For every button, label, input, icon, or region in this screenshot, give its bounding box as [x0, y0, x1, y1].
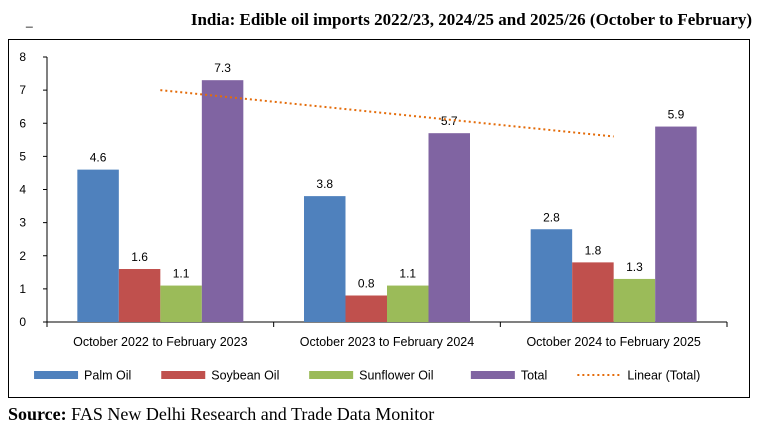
data-label: 1.3 [626, 260, 643, 274]
y-tick-label: 4 [19, 183, 26, 197]
bar-palm-oil [304, 196, 346, 322]
chart-title: India: Edible oil imports 2022/23, 2024/… [190, 10, 752, 29]
y-tick-label: 1 [19, 282, 26, 296]
y-tick-label: 3 [19, 216, 26, 230]
bar-palm-oil [77, 169, 119, 322]
legend-swatch [309, 371, 354, 379]
source-text: FAS New Delhi Research and Trade Data Mo… [66, 404, 435, 424]
source-label: Source: [8, 404, 67, 424]
data-label: 1.1 [399, 267, 416, 281]
trendline-linear-total [160, 89, 614, 138]
y-tick-label: 2 [19, 249, 26, 263]
corner-mark: _ [26, 14, 33, 28]
data-label: 5.9 [668, 108, 685, 122]
legend-label: Total [521, 369, 547, 383]
data-label: 2.8 [543, 210, 560, 224]
bar-sunflower-oil [387, 285, 429, 322]
chart-frame: 0 1 2 3 4 5 6 7 8 4.6 1.6 1.1 7.3 October 2022 to Feb… [8, 39, 750, 398]
x-tick-label: October 2023 to February 2024 [300, 335, 474, 349]
bar-total [201, 80, 244, 322]
data-label: 4.6 [90, 151, 107, 165]
bar-sunflower-oil [613, 278, 656, 322]
legend-label: Sunflower Oil [359, 369, 433, 383]
legend-swatch [161, 371, 206, 379]
data-label: 0.8 [358, 277, 375, 291]
y-tick-label: 5 [19, 149, 26, 163]
data-label: 1.8 [585, 243, 602, 257]
bar-total [655, 126, 697, 322]
data-label: 3.8 [316, 177, 333, 191]
x-tick-label: October 2024 to February 2025 [526, 335, 700, 349]
bar-soybean-oil [572, 262, 614, 322]
y-tick-label: 8 [19, 50, 26, 64]
bar-sunflower-oil [160, 285, 202, 322]
bar-soybean-oil [118, 269, 161, 322]
bar-total [428, 133, 470, 322]
bar-palm-oil [530, 229, 573, 322]
legend-swatch [34, 371, 79, 379]
y-tick-label: 7 [19, 83, 26, 97]
bar-soybean-oil [345, 295, 387, 322]
data-label: 7.3 [214, 61, 231, 75]
legend-label: Palm Oil [84, 369, 131, 383]
source-line: Source: FAS New Delhi Research and Trade… [8, 404, 434, 425]
legend-label: Soybean Oil [211, 369, 279, 383]
y-tick-label: 0 [19, 315, 26, 329]
legend-label: Linear (Total) [627, 369, 700, 383]
chart-plot: 0 1 2 3 4 5 6 7 8 4.6 1.6 1.1 7.3 October 2022 to Feb… [19, 50, 728, 383]
x-tick-label: October 2022 to February 2023 [73, 335, 247, 349]
data-label: 5.7 [441, 114, 458, 128]
y-tick-label: 6 [19, 116, 26, 130]
legend-swatch [470, 371, 515, 379]
data-label: 1.1 [173, 267, 190, 281]
data-label: 1.6 [131, 250, 148, 264]
